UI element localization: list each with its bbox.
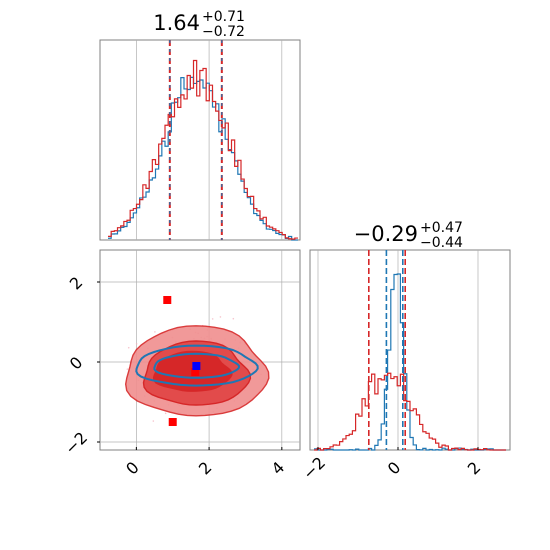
sample-point [126,368,129,370]
marker-red [163,296,172,304]
sample-point [135,343,138,345]
marker-red [191,368,200,376]
sample-point [211,318,214,320]
sample-point [232,317,235,320]
tick-label: 2 [195,458,216,479]
tick-label: 0 [122,458,143,479]
title-param1-minus: −0.72 [202,24,245,40]
sample-point [219,316,222,318]
tick-label: 0 [66,353,87,374]
histogram-param1-red-series [108,59,298,240]
tick-label: 4 [268,458,289,479]
histogram-param2-red-series [314,372,506,451]
title-param2-plus: +0.47 [420,220,463,236]
sample-point [164,412,167,415]
title-param1: 1.64 [153,11,200,35]
histogram-param1-panel [99,39,301,241]
title-param1-plus: +0.71 [202,9,245,25]
title-param2-minus: −0.44 [420,235,463,251]
tick-label: 2 [464,458,485,479]
joint-contour-panel: −2 0 2 0 2 4 [61,249,301,479]
title-param2: −0.29 [354,222,418,246]
tick-label: −2 [61,428,91,458]
tick-label: −2 [299,453,329,483]
contour-blue-inner [153,352,241,379]
contour-blue-outer [135,344,259,387]
sample-point [127,346,130,349]
sample-point [152,420,155,422]
histogram-param2-panel: −2 0 2 [299,249,511,483]
sample-point [154,331,156,333]
marker-blue [192,362,201,370]
tick-label: 0 [384,458,405,479]
tick-label: 2 [66,273,87,294]
marker-red [168,418,177,426]
